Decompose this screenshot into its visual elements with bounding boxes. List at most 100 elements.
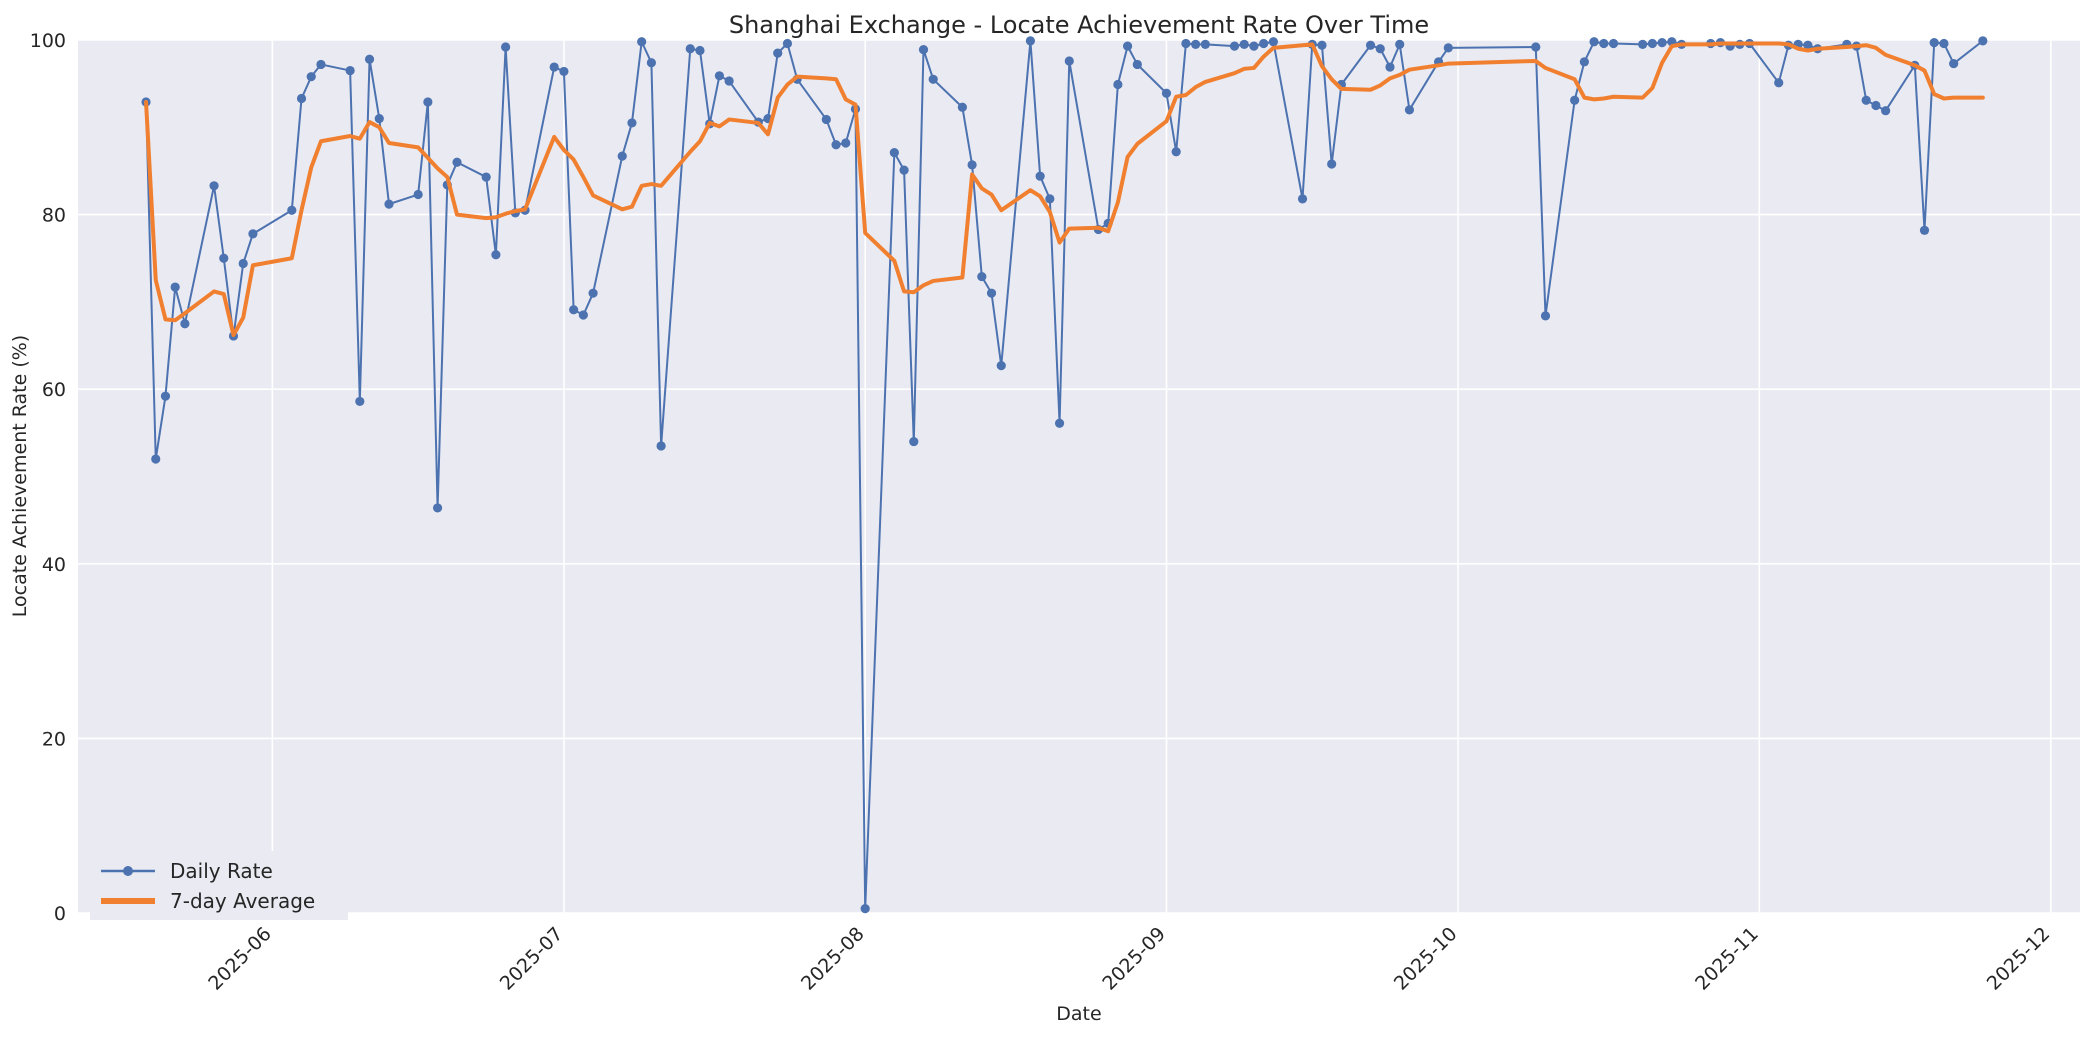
data-point-marker — [452, 157, 462, 167]
data-point-marker — [685, 44, 695, 54]
data-point-marker — [860, 904, 870, 914]
data-series-layer — [141, 36, 1988, 914]
data-point-marker — [423, 97, 433, 107]
data-point-marker — [1113, 79, 1123, 90]
data-point-marker — [569, 305, 579, 315]
data-point-marker — [1297, 194, 1308, 204]
data-point-marker — [1395, 39, 1405, 49]
data-point-marker — [1540, 311, 1551, 321]
data-point-marker — [588, 288, 598, 298]
data-point-marker — [1919, 225, 1930, 235]
data-point-marker — [637, 37, 647, 47]
data-point-marker — [627, 118, 637, 128]
legend-swatch-marker-daily — [123, 866, 133, 876]
data-point-marker — [180, 319, 190, 329]
data-point-marker — [1268, 37, 1278, 47]
data-point-marker — [296, 93, 307, 104]
legend-label-seven-day-average: 7-day Average — [170, 889, 315, 913]
data-point-marker — [491, 250, 501, 260]
data-point-marker — [1949, 58, 1959, 69]
data-point-marker — [1200, 39, 1210, 49]
data-point-marker — [248, 229, 258, 239]
data-point-marker — [1161, 88, 1172, 98]
data-point-marker — [821, 114, 831, 125]
data-point-marker — [1404, 105, 1415, 115]
data-point-marker — [1064, 56, 1074, 66]
data-point-marker — [1181, 38, 1191, 49]
data-point-marker — [1657, 38, 1667, 48]
data-point-marker — [1327, 159, 1337, 169]
data-point-marker — [501, 42, 511, 52]
data-point-marker — [1599, 38, 1609, 49]
data-point-marker — [384, 199, 394, 209]
data-point-marker — [957, 102, 967, 112]
data-point-marker — [170, 282, 180, 292]
data-point-marker — [1239, 39, 1249, 49]
data-point-marker — [656, 441, 666, 451]
data-point-marker — [578, 310, 588, 320]
data-point-marker — [1803, 40, 1813, 50]
data-point-marker — [1579, 57, 1589, 67]
data-point-marker — [1443, 43, 1453, 53]
y-tick-label: 0 — [54, 903, 66, 925]
data-point-marker — [1861, 95, 1871, 105]
series-7-day-average — [144, 41, 1985, 338]
data-point-marker — [831, 140, 841, 150]
data-point-marker — [889, 148, 899, 158]
chart-title: Shanghai Exchange - Locate Achievement R… — [729, 11, 1429, 39]
data-point-marker — [345, 65, 355, 76]
data-point-marker — [782, 38, 793, 49]
y-tick-label: 100 — [30, 30, 66, 52]
data-point-marker — [1871, 100, 1881, 111]
data-point-marker — [1608, 38, 1619, 49]
data-point-marker — [1171, 147, 1181, 157]
data-point-marker — [1122, 41, 1133, 51]
data-point-marker — [1249, 41, 1259, 51]
data-point-marker — [160, 391, 171, 401]
data-point-marker — [238, 258, 248, 269]
data-point-marker — [996, 361, 1006, 371]
data-point-marker — [1054, 418, 1065, 428]
data-point-marker — [1025, 36, 1036, 46]
data-point-marker — [1589, 37, 1599, 47]
chart-legend[interactable]: Daily Rate 7-day Average — [90, 851, 348, 920]
data-point-marker — [1570, 95, 1580, 105]
y-tick-label: 60 — [42, 379, 66, 401]
data-point-marker — [1531, 42, 1541, 52]
data-point-marker — [617, 151, 627, 161]
y-axis-ticks: 0 20 40 60 80 100 — [30, 30, 66, 925]
data-point-marker — [773, 48, 783, 58]
data-point-marker — [287, 205, 297, 215]
legend-entry-daily-rate[interactable]: Daily Rate — [101, 859, 273, 883]
data-point-marker — [724, 76, 734, 86]
data-point-marker — [1191, 39, 1201, 49]
data-point-marker — [209, 181, 219, 191]
data-point-marker — [1647, 38, 1657, 49]
data-point-marker — [219, 253, 229, 263]
data-point-marker — [364, 54, 375, 64]
data-point-marker — [695, 45, 705, 56]
data-point-marker — [1045, 194, 1055, 204]
y-tick-label: 20 — [42, 728, 66, 750]
data-point-marker — [1929, 38, 1939, 48]
data-point-marker — [432, 503, 443, 513]
data-point-marker — [1978, 36, 1988, 46]
legend-background — [90, 851, 348, 920]
data-point-marker — [977, 271, 987, 282]
series-daily-rate — [141, 36, 1988, 914]
data-point-marker — [355, 396, 365, 407]
data-point-marker — [1259, 38, 1269, 49]
series-line — [144, 41, 1985, 338]
data-point-marker — [646, 58, 656, 68]
y-tick-label: 40 — [42, 554, 66, 576]
data-point-marker — [899, 165, 909, 175]
data-point-marker — [986, 288, 997, 298]
data-point-marker — [1638, 39, 1648, 49]
data-point-marker — [316, 59, 326, 70]
data-point-marker — [714, 71, 725, 81]
legend-entry-seven-day-average[interactable]: 7-day Average — [101, 889, 315, 913]
data-point-marker — [374, 113, 384, 124]
data-point-marker — [1035, 171, 1045, 181]
